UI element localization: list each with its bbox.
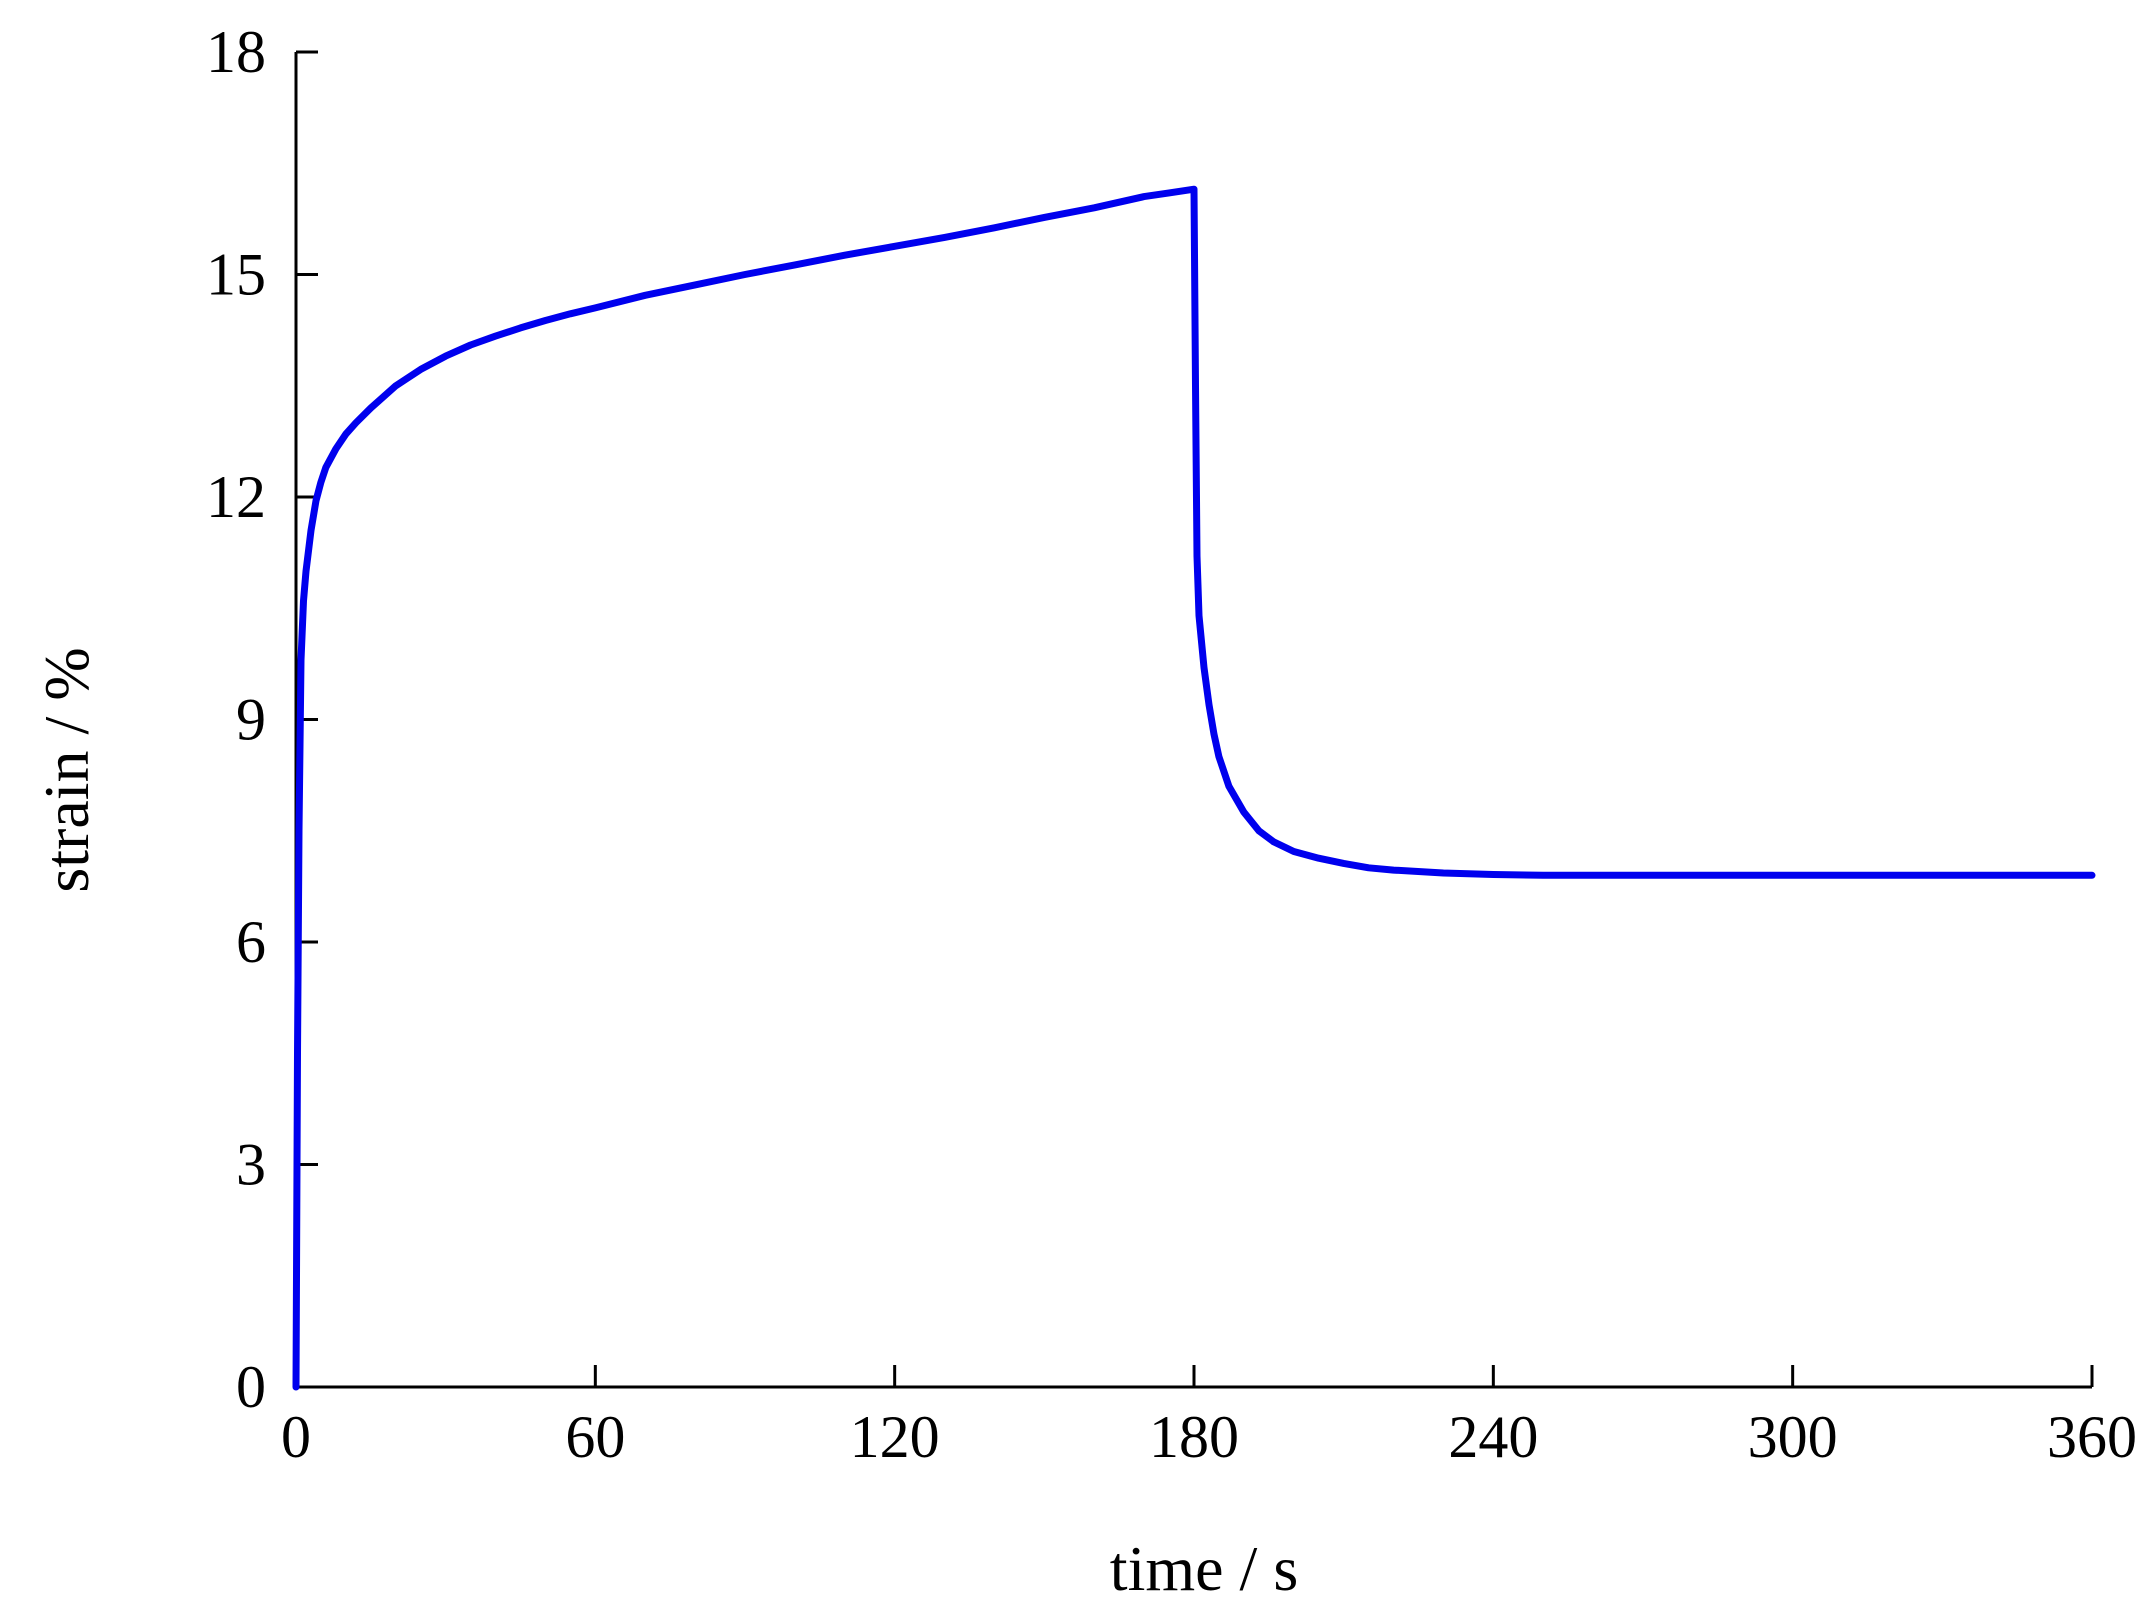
y-tick-label: 12: [206, 464, 266, 530]
y-tick-label: 3: [236, 1132, 266, 1198]
x-tick-label: 180: [1149, 1404, 1239, 1470]
x-axis-title: time / s: [1110, 1533, 1298, 1604]
x-tick-label: 0: [281, 1404, 311, 1470]
y-tick-label: 9: [236, 687, 266, 753]
y-tick-label: 15: [206, 242, 266, 308]
y-tick-label: 6: [236, 909, 266, 975]
x-tick-label: 300: [1748, 1404, 1838, 1470]
y-axis-title: strain / %: [31, 647, 102, 892]
y-ticks: 0 3 6 9 12 15 18: [206, 19, 318, 1420]
series-line: [292, 185, 2096, 1391]
x-tick-label: 240: [1448, 1404, 1538, 1470]
x-tick-label: 360: [2047, 1404, 2137, 1470]
y-tick-label: 0: [236, 1354, 266, 1420]
x-tick-label: 120: [850, 1404, 940, 1470]
x-ticks: 0 60 120 180 240 300 360: [281, 1365, 2137, 1470]
x-tick-label: 60: [565, 1404, 625, 1470]
y-tick-label: 18: [206, 19, 266, 85]
